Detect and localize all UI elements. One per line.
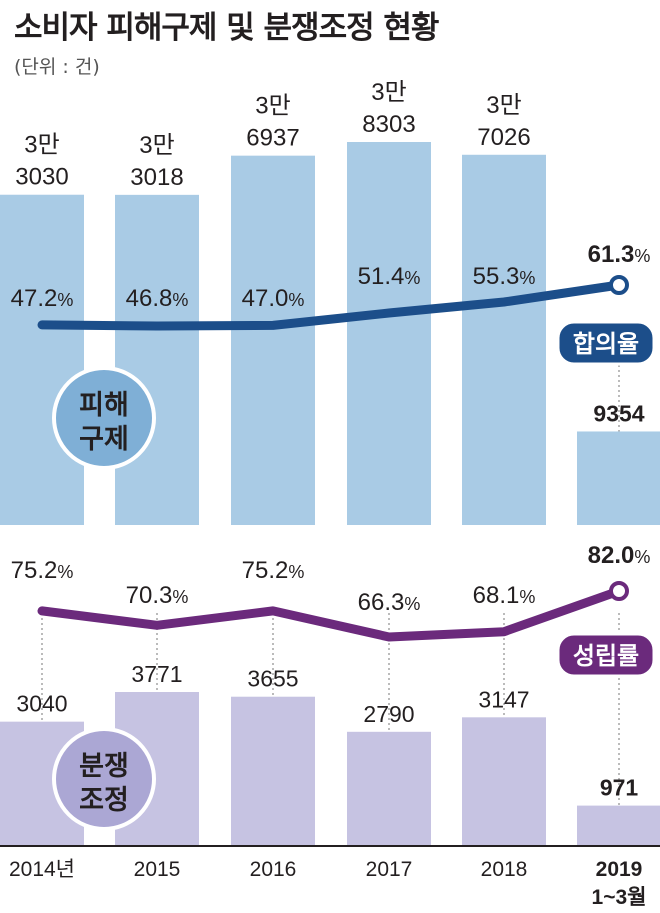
mediation-bar-value-label: 971 (600, 775, 639, 801)
mediation-category-circle-label: 분쟁 (79, 751, 129, 782)
relief-bar-value-label: 7026 (477, 124, 530, 151)
x-tick-label: 2018 (481, 858, 528, 881)
relief-bar-value-label: 6937 (246, 125, 299, 152)
relief-category-circle-label: 피해 (79, 390, 129, 421)
rate-point-label: 55.3% (473, 263, 536, 290)
rate-end-marker (609, 581, 629, 601)
relief-bar-value-label: 3만 (371, 79, 406, 106)
x-tick-label: 2017 (366, 858, 413, 881)
x-tick-label: 2015 (134, 858, 181, 881)
x-tick-label: 2014년 (9, 858, 75, 881)
rate-point-label: 68.1% (473, 582, 536, 609)
relief-category-circle (52, 366, 156, 470)
rate-line-settlement (37, 586, 624, 642)
rate-point-label: 47.0% (242, 285, 305, 312)
relief-bar (577, 431, 660, 525)
relief-bar (231, 155, 315, 525)
relief-bar (115, 194, 199, 525)
rate-point-label: 47.2% (11, 285, 74, 312)
relief-bar (0, 194, 84, 525)
unit-label: (단위 : 건) (14, 56, 100, 78)
mediation-bar-value-label: 3147 (478, 686, 529, 712)
mediation-bar-value-label: 3040 (16, 691, 67, 717)
chart-title: 소비자 피해구제 및 분쟁조정 현황 (14, 10, 439, 46)
x-tick-label: 2016 (250, 858, 297, 881)
relief-bar-value-label: 3030 (15, 164, 68, 191)
x-tick-label: 1~3월 (592, 886, 647, 909)
rate-badge-label: 성립률 (573, 642, 639, 670)
relief-bar-value-label: 3018 (130, 164, 183, 191)
rate-point-label: 51.4% (358, 263, 421, 290)
rate-badge-label: 합의율 (573, 330, 639, 358)
mediation-bar (231, 696, 315, 845)
rate-line-agreement (37, 280, 624, 331)
rate-point-label: 61.3% (588, 241, 651, 268)
rate-point-label: 82.0% (588, 542, 651, 569)
mediation-bar (347, 731, 431, 845)
mediation-category-circle-label: 조정 (79, 785, 129, 816)
mediation-bar-value-label: 2790 (363, 701, 414, 727)
rate-point-label: 75.2% (11, 557, 74, 584)
rate-point-label: 66.3% (358, 589, 421, 616)
relief-bar (462, 154, 546, 526)
relief-bar-value-label: 8303 (362, 111, 415, 138)
relief-category-circle-label: 구제 (79, 424, 129, 455)
x-tick-label: 2019 (596, 858, 643, 881)
rate-point-label: 75.2% (242, 557, 305, 584)
relief-bar-value-label: 3만 (255, 93, 290, 120)
rate-badge (556, 320, 656, 366)
mediation-bar-value-label: 3771 (131, 661, 182, 687)
rate-end-marker (609, 275, 629, 295)
rate-point-label: 70.3% (126, 582, 189, 609)
relief-bar-value-label: 3만 (24, 132, 59, 159)
relief-bar-value-label: 3만 (486, 92, 521, 119)
relief-bar-value-label: 9354 (593, 400, 644, 426)
mediation-bar (577, 805, 660, 845)
mediation-category-circle (52, 727, 156, 831)
rate-badge (556, 632, 656, 678)
mediation-bar (462, 717, 546, 845)
mediation-bar-value-label: 3655 (247, 666, 298, 692)
relief-bar (347, 142, 431, 525)
rate-point-label: 46.8% (126, 285, 189, 312)
relief-bar-value-label: 3만 (139, 132, 174, 159)
